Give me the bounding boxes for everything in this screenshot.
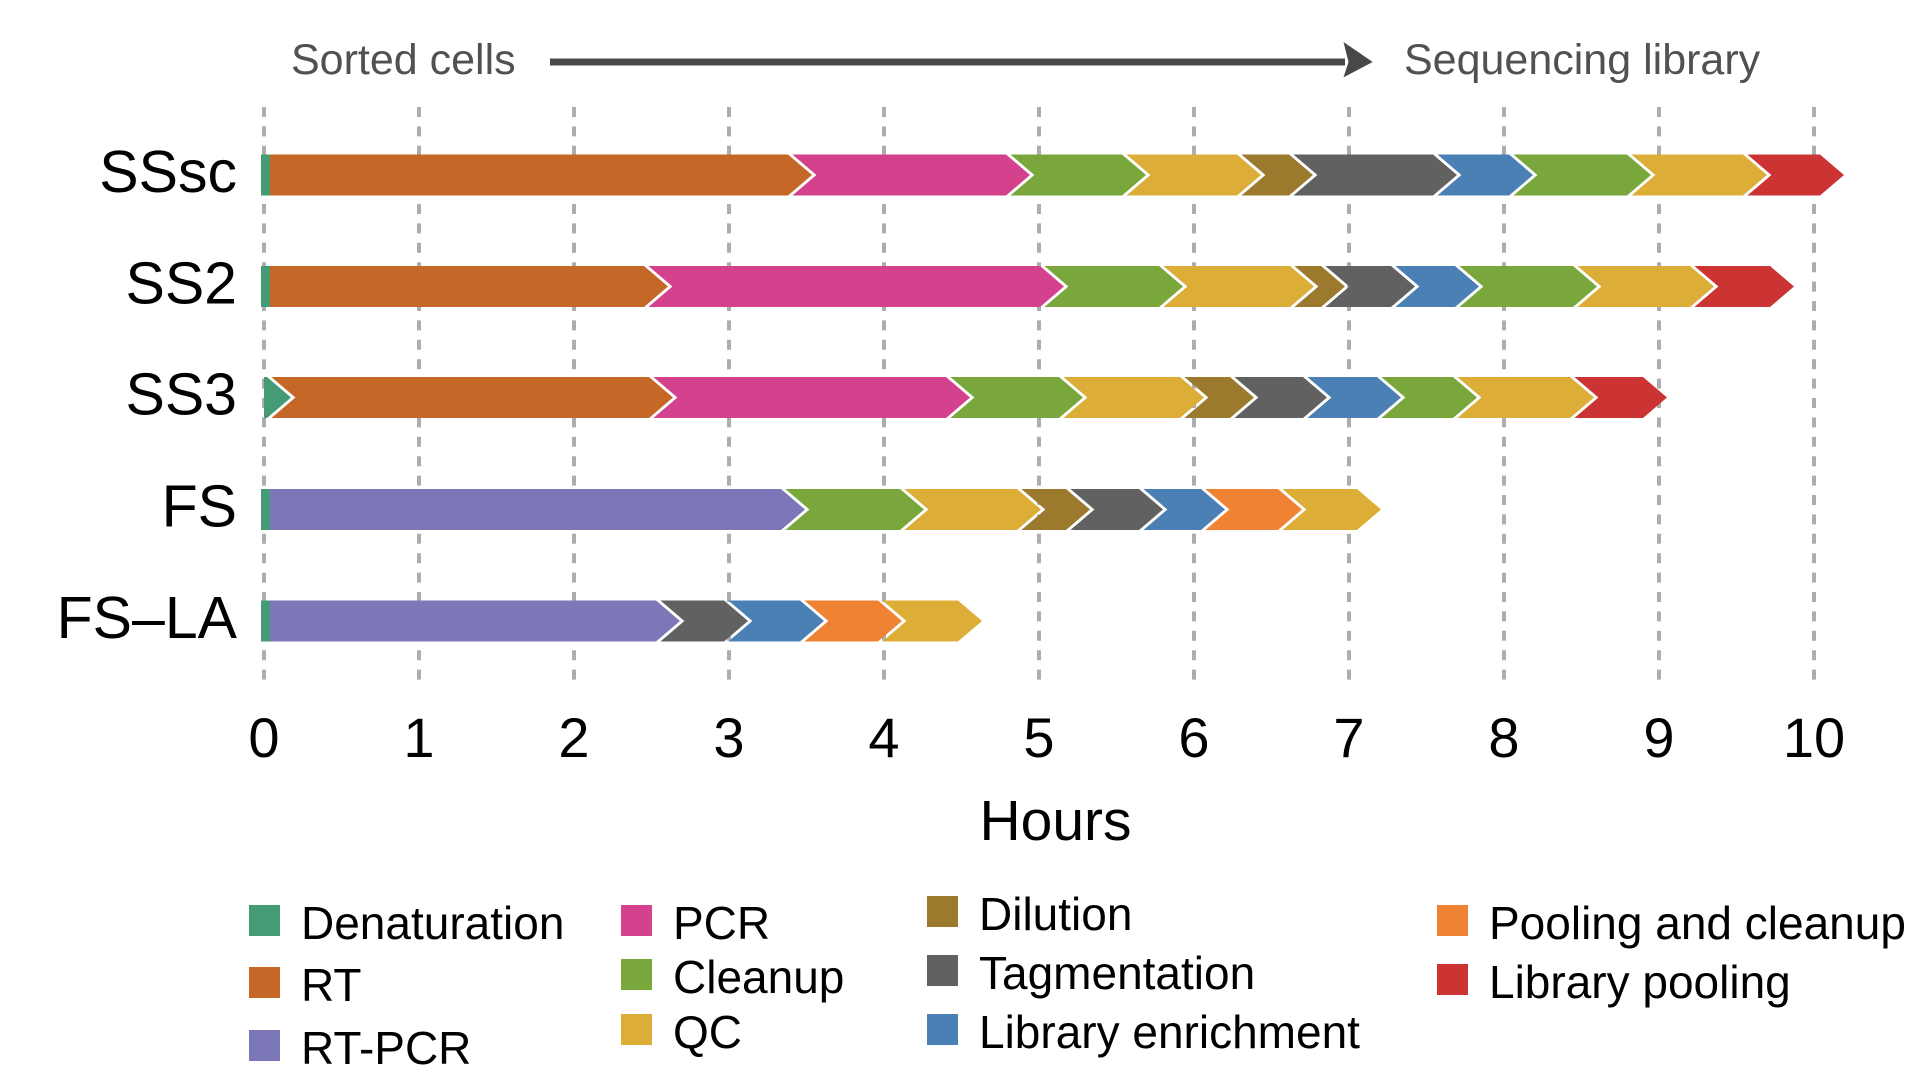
svg-text:PCR: PCR	[673, 897, 770, 949]
svg-text:7: 7	[1333, 706, 1364, 769]
svg-text:6: 6	[1178, 706, 1209, 769]
svg-text:1: 1	[403, 706, 434, 769]
svg-text:Pooling and cleanup: Pooling and cleanup	[1489, 897, 1906, 949]
svg-text:FS: FS	[162, 474, 237, 540]
svg-text:SS2: SS2	[125, 251, 237, 317]
svg-text:QC: QC	[673, 1006, 742, 1058]
svg-text:3: 3	[713, 706, 744, 769]
svg-text:Cleanup: Cleanup	[673, 951, 844, 1003]
svg-text:Hours: Hours	[979, 789, 1131, 853]
svg-text:Denaturation: Denaturation	[301, 897, 564, 949]
svg-text:Dilution: Dilution	[979, 888, 1132, 940]
svg-text:Library pooling: Library pooling	[1489, 956, 1791, 1008]
svg-text:4: 4	[868, 706, 899, 769]
svg-text:9: 9	[1643, 706, 1674, 769]
svg-text:SSsc: SSsc	[99, 139, 237, 205]
svg-text:Tagmentation: Tagmentation	[979, 947, 1255, 999]
svg-text:8: 8	[1488, 706, 1519, 769]
svg-text:10: 10	[1783, 706, 1845, 769]
svg-text:Sequencing library: Sequencing library	[1404, 36, 1761, 84]
svg-text:RT-PCR: RT-PCR	[301, 1022, 471, 1072]
svg-text:0: 0	[248, 706, 279, 769]
svg-text:Sorted cells: Sorted cells	[291, 36, 516, 84]
svg-text:RT: RT	[301, 959, 362, 1011]
svg-text:SS3: SS3	[125, 362, 237, 428]
svg-text:5: 5	[1023, 706, 1054, 769]
svg-text:FS–LA: FS–LA	[57, 585, 238, 651]
svg-text:2: 2	[558, 706, 589, 769]
svg-text:Library enrichment: Library enrichment	[979, 1006, 1360, 1058]
